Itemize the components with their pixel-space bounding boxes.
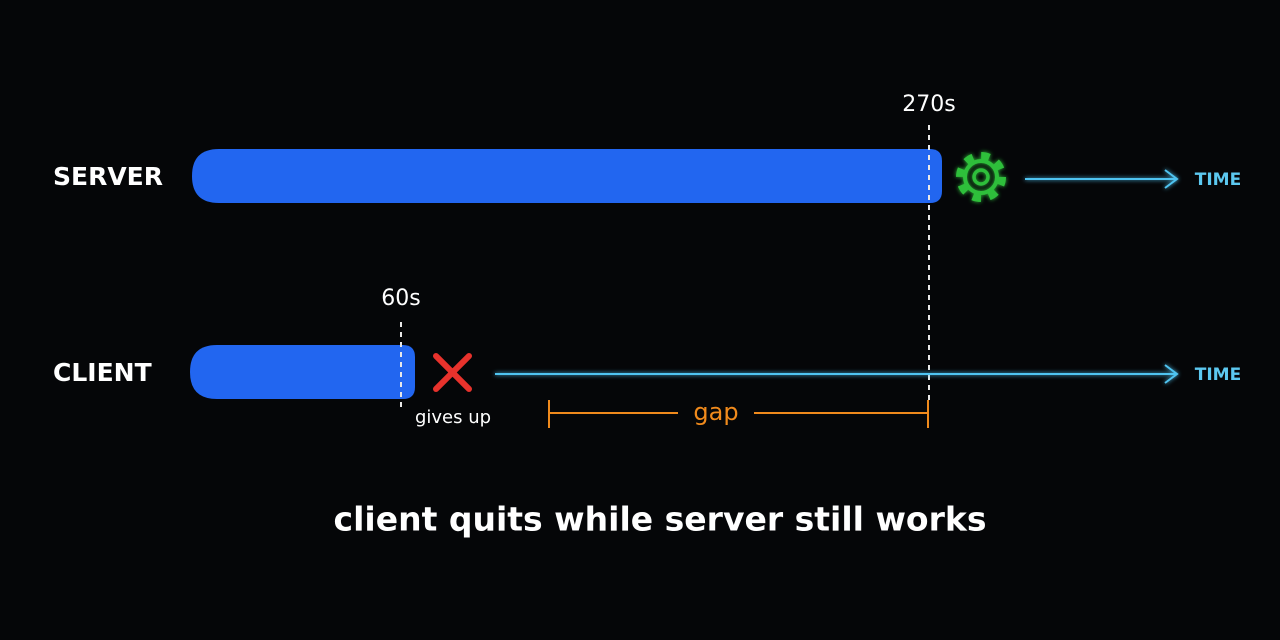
- gap-bracket: [548, 400, 929, 428]
- row-label: CLIENT: [53, 358, 152, 387]
- gap-label: gap: [693, 398, 738, 426]
- server-bar: [192, 149, 942, 203]
- time-arrow: [495, 364, 1179, 384]
- gear-icon: [956, 152, 1006, 202]
- axis-label: TIME: [1195, 170, 1241, 190]
- time-label: 270s: [902, 92, 955, 117]
- note: gives up: [415, 407, 491, 428]
- axis-label: TIME: [1195, 365, 1241, 385]
- time-label: 60s: [381, 286, 420, 311]
- caption: client quits while server still works: [334, 500, 987, 539]
- time-arrow: [1025, 169, 1179, 189]
- row-label: SERVER: [53, 162, 163, 191]
- client-bar: [190, 345, 415, 399]
- x-icon: [433, 353, 472, 392]
